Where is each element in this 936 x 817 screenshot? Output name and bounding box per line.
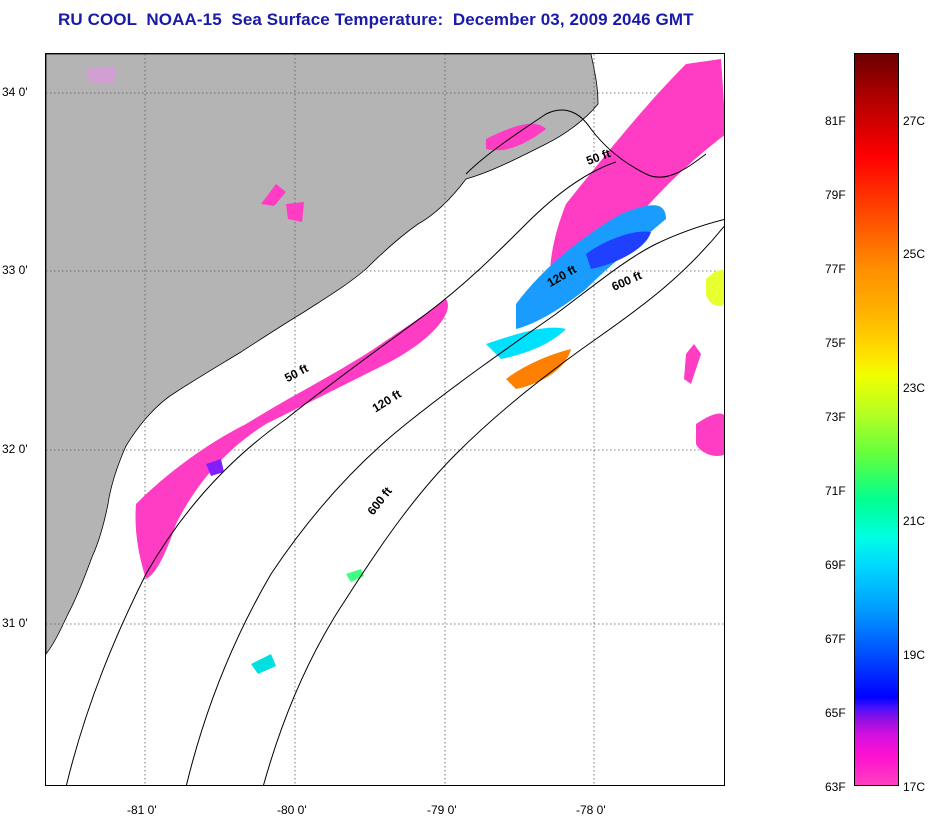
colorbar-c-label: 19C [903, 648, 926, 662]
colorbar-f-label: 67F [825, 632, 846, 646]
colorbar-f-label: 65F [825, 706, 846, 720]
colorbar-c-label: 27C [903, 114, 926, 128]
colorbar-c-label: 23C [903, 381, 926, 395]
lat-label: 33 0' [2, 263, 28, 277]
colorbar-f-label: 81F [825, 114, 846, 128]
colorbar-c-label: 25C [903, 247, 926, 261]
lon-label: -80 0' [277, 803, 307, 817]
chart-title: RU COOL NOAA-15 Sea Surface Temperature:… [58, 10, 694, 29]
sst-map: 50 ft 120 ft 600 ft 50 ft 120 ft 600 ft [45, 53, 725, 786]
lon-label: -81 0' [127, 803, 157, 817]
colorbar-f-label: 71F [825, 484, 846, 498]
land-mass [46, 54, 599, 655]
temperature-colorbar [854, 53, 899, 786]
lon-label: -79 0' [427, 803, 457, 817]
isobath-contours [65, 109, 724, 785]
lon-label: -78 0' [576, 803, 606, 817]
sst-data [86, 59, 724, 674]
colorbar-f-label: 77F [825, 262, 846, 276]
map-canvas [46, 54, 724, 785]
colorbar-c-label: 17C [903, 780, 926, 794]
colorbar-f-label: 73F [825, 410, 846, 424]
grid-lines [46, 54, 724, 785]
colorbar-f-label: 63F [825, 780, 846, 794]
colorbar-c-label: 21C [903, 514, 926, 528]
colorbar-f-label: 75F [825, 336, 846, 350]
lat-label: 32 0' [2, 442, 28, 456]
colorbar-f-label: 79F [825, 188, 846, 202]
lat-label: 31 0' [2, 616, 28, 630]
lat-label: 34 0' [2, 85, 28, 99]
colorbar-f-label: 69F [825, 558, 846, 572]
